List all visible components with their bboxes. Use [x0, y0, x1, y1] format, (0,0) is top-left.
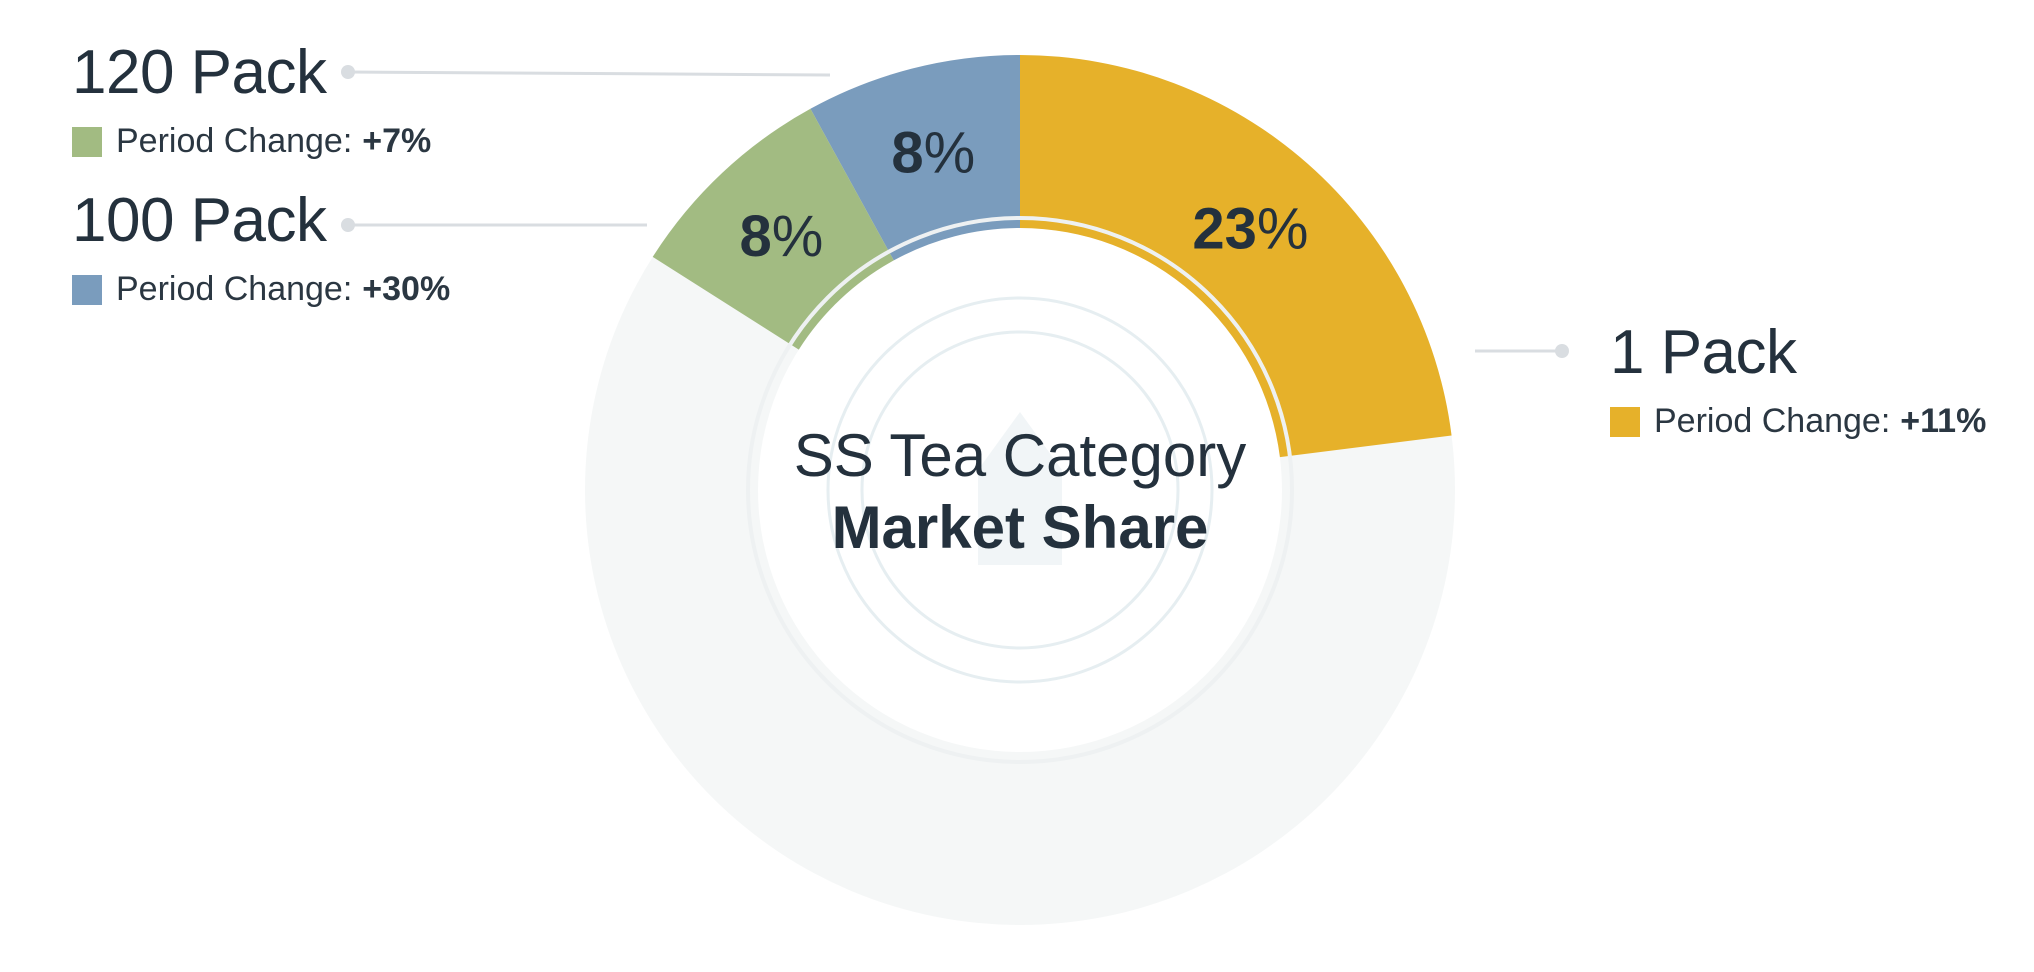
leader-1-pack-dot	[1555, 344, 1569, 358]
legend-swatch	[72, 126, 102, 157]
callout-1-pack: 1 Pack Period Change: +11%	[1610, 322, 1986, 441]
decorative-ring-3	[860, 330, 1180, 650]
value-number: 8	[740, 204, 772, 269]
legend-swatch	[1610, 406, 1640, 437]
callout-title: 1 Pack	[1610, 318, 1797, 387]
callout-100-pack: 100 Pack Period Change: +30%	[72, 190, 450, 309]
chart-title-line2: Market Share	[831, 494, 1209, 561]
decorative-ring-2	[826, 296, 1214, 684]
period-change-row: Period Change: +30%	[72, 270, 450, 309]
period-change-value: +7%	[362, 122, 432, 160]
value-number: 23	[1192, 197, 1257, 262]
period-change-value: +11%	[1900, 402, 1987, 440]
value-unit: %	[924, 120, 976, 185]
watermark-icon	[978, 412, 1062, 565]
decorative-ring-1	[746, 216, 1294, 764]
callout-title: 120 Pack	[72, 38, 327, 107]
slice-1-pack	[1020, 55, 1452, 458]
legend-swatch	[72, 274, 102, 305]
value-number: 8	[891, 120, 923, 185]
slice-120-pack-value-label: 8%	[891, 120, 975, 185]
leader-100-pack-dot	[341, 218, 355, 232]
leader-120-pack-line	[347, 70, 831, 77]
value-unit: %	[1257, 197, 1309, 262]
period-change-row: Period Change: +7%	[72, 122, 431, 161]
slice-120-pack	[810, 55, 1020, 261]
slice-100-pack-value-label: 8%	[740, 204, 824, 269]
callout-120-pack: 120 Pack Period Change: +7%	[72, 42, 431, 161]
callout-title: 100 Pack	[72, 186, 327, 255]
slice-1-pack-value-label: 23%	[1192, 197, 1308, 262]
chart-title: SS Tea Category Market Share	[720, 420, 1320, 564]
period-change-label: Period Change:	[116, 122, 353, 160]
chart-title-line1: SS Tea Category	[793, 422, 1247, 489]
period-change-label: Period Change:	[116, 270, 353, 308]
period-change-value: +30%	[362, 270, 451, 308]
period-change-row: Period Change: +11%	[1610, 402, 1986, 441]
leader-120-pack-dot	[341, 65, 355, 79]
value-unit: %	[772, 204, 824, 269]
period-change-label: Period Change:	[1654, 402, 1891, 440]
